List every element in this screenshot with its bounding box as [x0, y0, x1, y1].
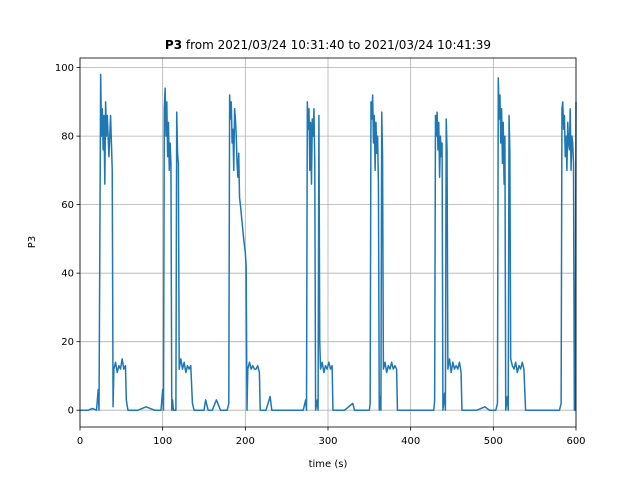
plot [80, 73, 577, 411]
title-bold: P3 [165, 38, 182, 52]
x-tick-label: 300 [318, 436, 337, 447]
y-tick-label: 20 [61, 337, 74, 348]
y-tick-label: 100 [55, 63, 74, 74]
x-tick-label: 400 [401, 436, 420, 447]
ticks: 0 100 200 300 400 500 600 0 20 40 60 80 100 [55, 63, 586, 447]
x-tick-label: 500 [484, 436, 503, 447]
y-tick-label: 0 [68, 406, 74, 417]
y-axis-label: P3 [27, 236, 38, 248]
x-tick-label: 200 [236, 436, 255, 447]
y-tick-label: 80 [61, 132, 74, 143]
chart-title: P3 from 2021/03/24 10:31:40 to 2021/03/2… [165, 38, 491, 52]
data-line [80, 73, 577, 411]
title-text: from 2021/03/24 10:31:40 to 2021/03/24 1… [186, 38, 491, 52]
x-tick-label: 600 [566, 436, 585, 447]
y-tick-label: 40 [61, 269, 74, 280]
grid [79, 58, 577, 427]
x-tick-label: 100 [153, 436, 172, 447]
x-tick-label: 0 [77, 436, 83, 447]
x-axis-label: time (s) [309, 459, 348, 470]
y-tick-label: 60 [61, 200, 74, 211]
